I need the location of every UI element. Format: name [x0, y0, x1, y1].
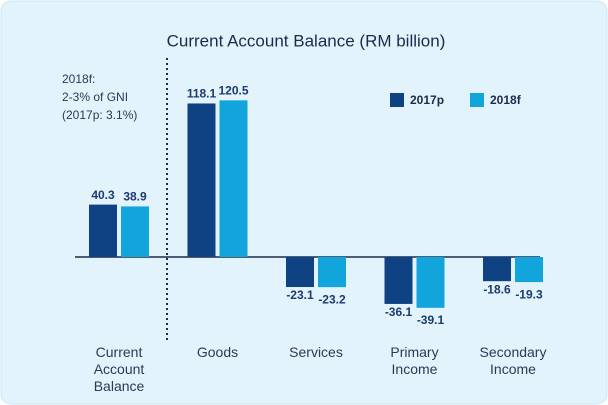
bar — [219, 100, 248, 257]
bar — [187, 103, 216, 257]
legend-swatch — [470, 93, 484, 107]
bar — [483, 257, 511, 282]
x-tick-label: Goods — [197, 344, 238, 360]
bar — [89, 204, 117, 257]
value-label: -19.3 — [515, 287, 543, 301]
bar — [515, 257, 543, 283]
bar — [121, 206, 149, 257]
x-tick-label: Primary Income — [390, 344, 438, 377]
legend-label: 2018f — [490, 93, 522, 107]
value-label: 120.5 — [218, 84, 248, 98]
legend-swatch — [390, 93, 404, 107]
bar — [384, 257, 413, 304]
value-label: -18.6 — [483, 282, 511, 296]
chart-title: Current Account Balance (RM billion) — [167, 31, 446, 50]
legend-label: 2017p — [410, 93, 444, 107]
bar — [318, 257, 346, 288]
annotation: 2-3% of GNI — [62, 90, 128, 104]
bar — [286, 257, 314, 288]
x-tick-label: Services — [289, 344, 343, 360]
annotation: (2017p: 3.1%) — [62, 108, 137, 122]
x-tick-label: Secondary Income — [480, 344, 547, 377]
value-label: 40.3 — [91, 188, 115, 202]
value-label: 118.1 — [187, 87, 217, 101]
bar — [416, 257, 445, 308]
value-label: -23.2 — [318, 292, 346, 306]
value-label: -23.1 — [286, 288, 314, 302]
value-label: -39.1 — [417, 313, 445, 327]
x-tick-label: Current Account Balance — [94, 344, 145, 394]
value-label: 38.9 — [123, 190, 147, 204]
value-label: -36.1 — [385, 305, 413, 319]
annotation: 2018f: — [62, 72, 95, 86]
